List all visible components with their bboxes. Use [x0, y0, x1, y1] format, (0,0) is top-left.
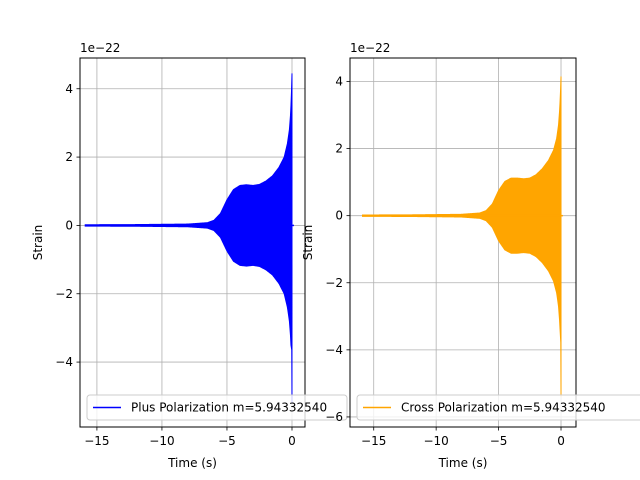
y-offset-label: 1e−22 — [80, 41, 120, 55]
y-tick-label: 4 — [65, 82, 73, 96]
x-tick-label: −15 — [361, 434, 386, 448]
legend-label: Plus Polarization m=5.94332540 — [131, 401, 327, 415]
y-offset-label: 1e−22 — [350, 41, 390, 55]
x-axis-label: Time (s) — [438, 456, 488, 470]
y-ticks: −4 −2 0 2 4 — [55, 82, 80, 369]
x-tick-label: −15 — [84, 434, 109, 448]
y-tick-label: 2 — [65, 150, 73, 164]
x-tick-label: 0 — [557, 434, 565, 448]
legend: Cross Polarization m=5.94332540 — [356, 394, 640, 421]
y-tick-label: −2 — [325, 276, 343, 290]
legend-box — [86, 394, 348, 421]
x-tick-label: 0 — [288, 434, 296, 448]
x-tick-label: −10 — [149, 434, 174, 448]
axes-frame — [79, 57, 306, 428]
y-tick-label: 4 — [335, 74, 343, 88]
x-tick-label: −10 — [423, 434, 448, 448]
x-ticks: −15 −10 −5 0 — [361, 427, 565, 448]
axes-frame — [349, 57, 577, 428]
plus-polarization-subplot: −15 −10 −5 0 −4 −2 0 2 4 1e−22 Time (s) Strain — [31, 41, 306, 470]
legend: Plus Polarization m=5.94332540 — [86, 394, 348, 421]
x-ticks: −15 −10 −5 0 — [84, 427, 296, 448]
y-tick-label: 0 — [65, 218, 73, 232]
x-axis-label: Time (s) — [167, 456, 217, 470]
y-ticks: −6 −4 −2 0 2 4 — [325, 74, 350, 424]
y-tick-label: 0 — [335, 209, 343, 223]
y-axis-label: Strain — [31, 225, 45, 261]
y-tick-label: 2 — [335, 142, 343, 156]
y-tick-label: −6 — [325, 410, 343, 424]
y-tick-label: −4 — [325, 343, 343, 357]
x-tick-label: −5 — [490, 434, 508, 448]
legend-label: Cross Polarization m=5.94332540 — [401, 401, 606, 415]
y-axis-label: Strain — [301, 225, 315, 261]
legend-box — [356, 394, 640, 421]
y-tick-label: −4 — [55, 355, 73, 369]
y-tick-label: −2 — [55, 287, 73, 301]
x-tick-label: −5 — [218, 434, 236, 448]
